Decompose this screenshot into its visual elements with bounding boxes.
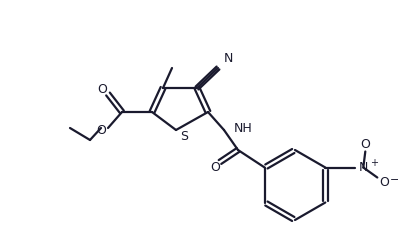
Text: N: N	[359, 161, 368, 174]
Text: NH: NH	[234, 122, 253, 135]
Text: O: O	[360, 138, 370, 151]
Text: O: O	[210, 160, 220, 173]
Text: O: O	[97, 83, 107, 96]
Text: O: O	[379, 176, 389, 189]
Text: S: S	[180, 130, 188, 143]
Text: N: N	[223, 51, 233, 64]
Text: −: −	[390, 174, 398, 184]
Text: +: +	[370, 158, 378, 168]
Text: O: O	[96, 123, 106, 136]
